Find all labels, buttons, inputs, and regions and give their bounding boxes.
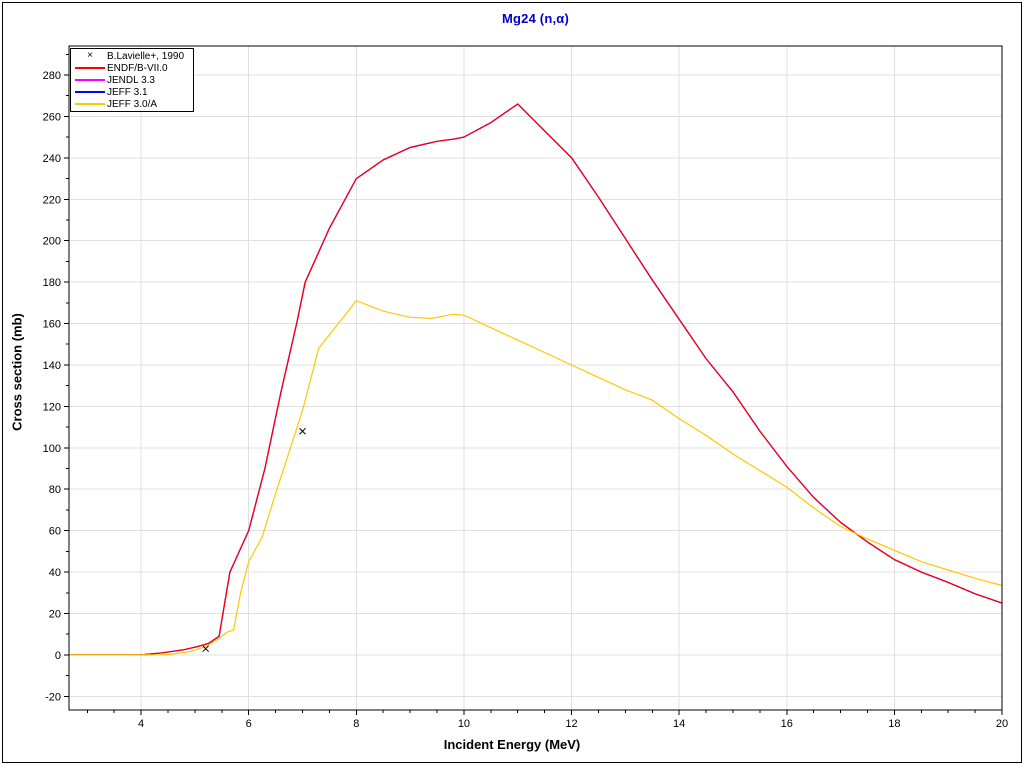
y-tick-label: 280 — [43, 70, 61, 82]
x-tick-label: 16 — [781, 718, 793, 730]
data-point-x-marker — [202, 645, 210, 653]
legend-line-swatch — [73, 67, 107, 69]
x-tick-label: 18 — [888, 718, 900, 730]
y-tick-label: 40 — [49, 567, 61, 579]
y-tick-label: 140 — [43, 360, 61, 372]
legend-row: × B.Lavielle+, 1990 — [73, 51, 191, 62]
y-tick-label: 60 — [49, 526, 61, 538]
y-tick-label: 120 — [43, 401, 61, 413]
legend-item-label: JENDL 3.3 — [107, 74, 155, 86]
y-tick-label: 220 — [43, 194, 61, 206]
series-endf-b-vii-0 — [69, 103, 1003, 656]
legend-item-label: JEFF 3.1 — [107, 86, 148, 98]
y-tick-label: 20 — [49, 608, 61, 620]
legend-row: JEFF 3.1 — [73, 87, 191, 98]
x-axis-label: Incident Energy (MeV) — [443, 737, 581, 752]
plot-border — [68, 45, 1003, 711]
y-tick-label: 180 — [43, 277, 61, 289]
legend-x-marker-icon: × — [87, 50, 93, 61]
y-tick-label: 80 — [49, 484, 61, 496]
legend-line-swatch — [73, 91, 107, 93]
series-jeff-3-0-a — [69, 299, 1003, 656]
x-tick-label: 14 — [673, 718, 685, 730]
x-tick-label: 4 — [138, 718, 144, 730]
x-tick-label: 12 — [565, 718, 577, 730]
y-axis-label: Cross section (mb) — [9, 313, 25, 431]
legend-item-label: ENDF/B-VII.0 — [107, 62, 168, 74]
legend-row: JEFF 3.0/A — [73, 99, 191, 110]
data-point-x-marker — [299, 427, 306, 435]
legend-item-label: JEFF 3.0/A — [107, 98, 158, 110]
x-tick-label: 10 — [458, 718, 470, 730]
x-tick-label: 6 — [246, 718, 252, 730]
legend-item-label: B.Lavielle+, 1990 — [107, 50, 185, 62]
y-tick-label: 160 — [43, 319, 61, 331]
x-tick-label: 20 — [996, 718, 1008, 730]
x-tick-label: 8 — [353, 718, 359, 730]
legend-row: JENDL 3.3 — [73, 75, 191, 86]
y-tick-label: 0 — [55, 650, 61, 662]
y-tick-label: 240 — [43, 153, 61, 165]
y-tick-label: 100 — [43, 443, 61, 455]
legend-row: ENDF/B-VII.0 — [73, 63, 191, 74]
chart-title: Mg24 (n,α) — [501, 11, 570, 26]
y-tick-label: 200 — [43, 236, 61, 248]
y-tick-label: -20 — [45, 691, 61, 703]
legend: × B.Lavielle+, 1990 ENDF/B-VII.0 JENDL 3… — [70, 48, 194, 112]
y-tick-label: 260 — [43, 111, 61, 123]
legend-line-swatch — [73, 103, 107, 105]
legend-line-swatch — [73, 79, 107, 81]
